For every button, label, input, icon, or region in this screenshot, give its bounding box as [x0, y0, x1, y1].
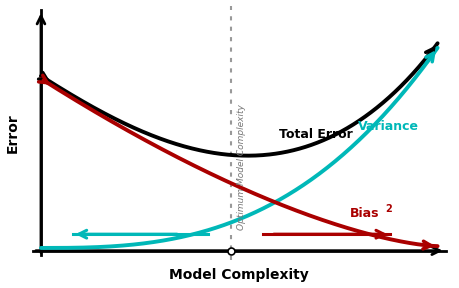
Y-axis label: Error: Error	[6, 113, 20, 153]
Text: Variance: Variance	[358, 120, 419, 133]
X-axis label: Model Complexity: Model Complexity	[169, 268, 309, 283]
Text: Optimum Model Complexity: Optimum Model Complexity	[237, 105, 246, 230]
Text: Bias: Bias	[350, 207, 380, 220]
Text: 2: 2	[385, 204, 392, 214]
Text: Total Error: Total Error	[279, 128, 353, 141]
